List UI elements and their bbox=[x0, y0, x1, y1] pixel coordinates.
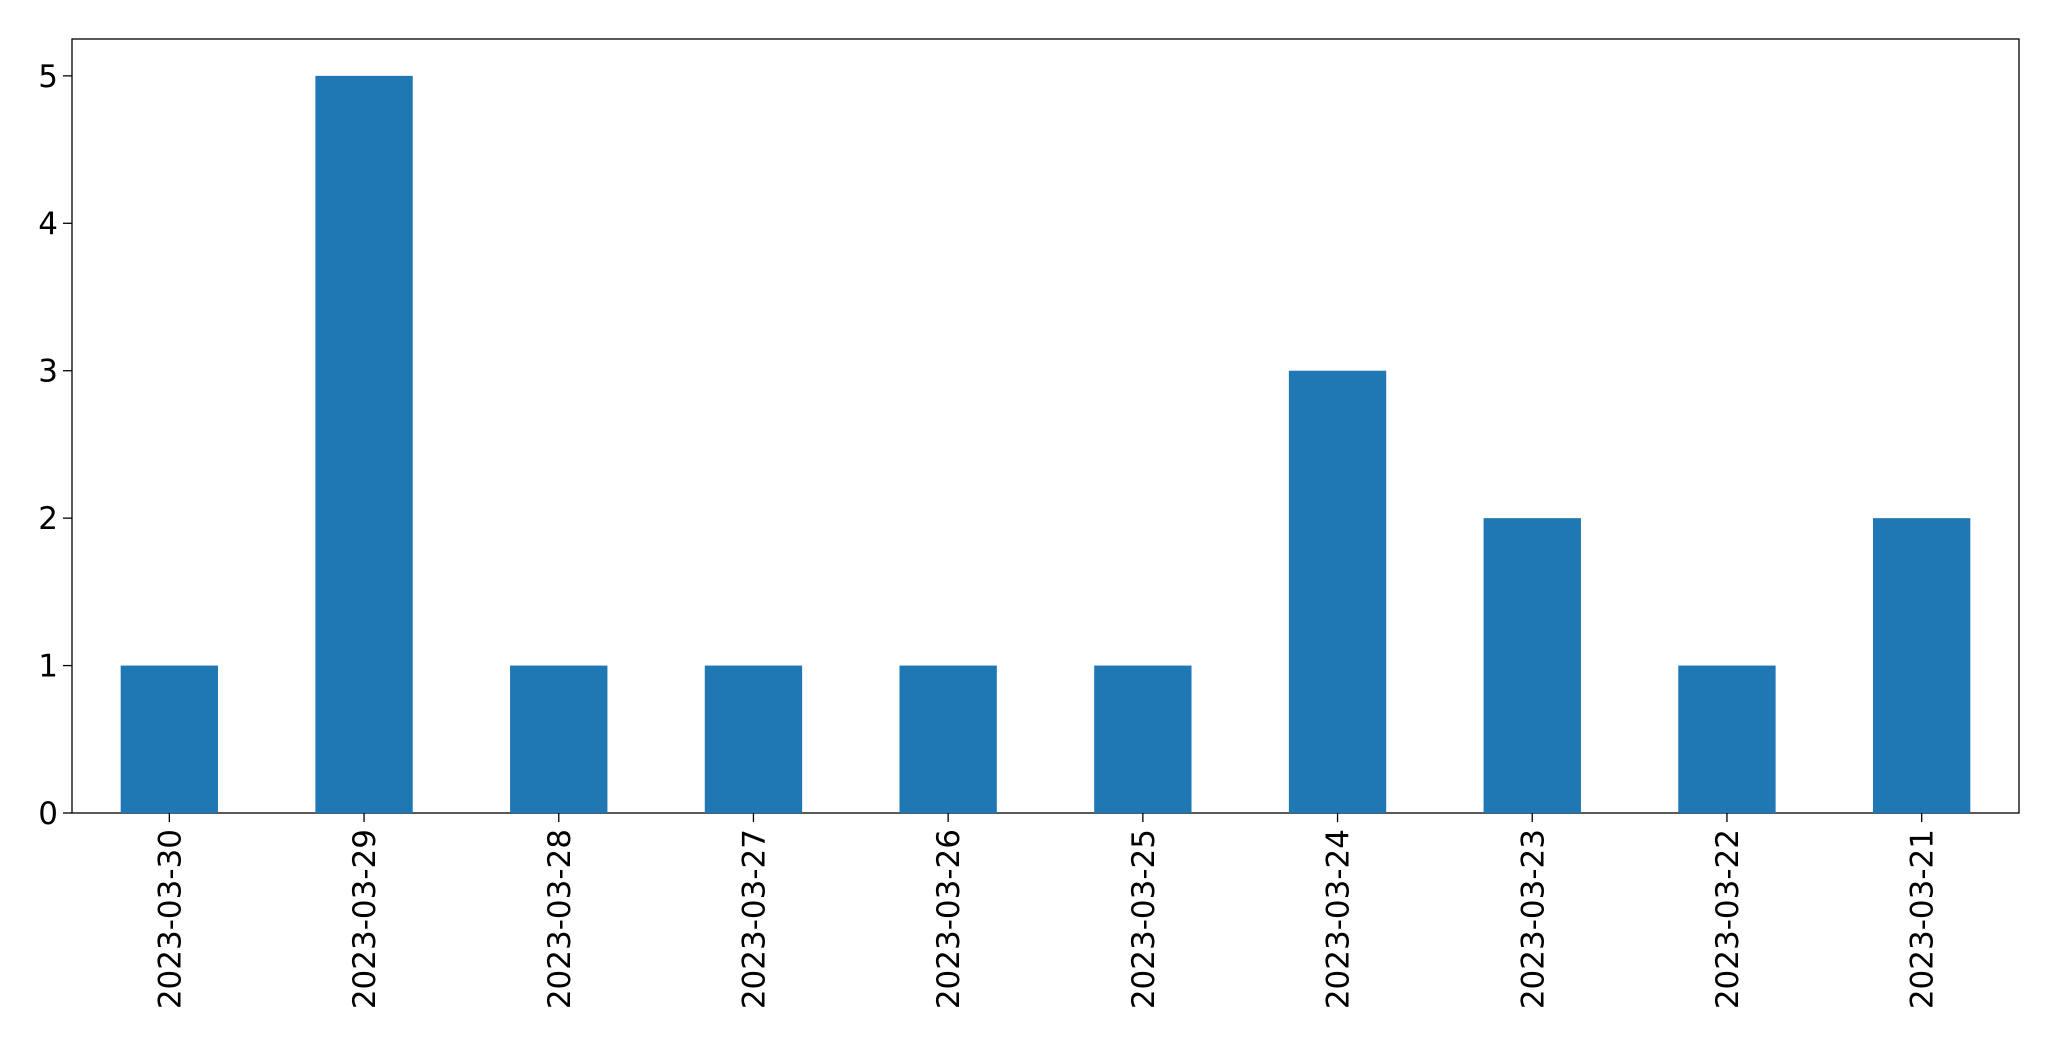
bar bbox=[704, 665, 803, 813]
x-tick-label: 2023-03-24 bbox=[1321, 829, 1357, 1009]
y-tick-label: 0 bbox=[38, 796, 58, 832]
x-tick-label: 2023-03-27 bbox=[736, 829, 772, 1009]
y-tick-label: 3 bbox=[38, 354, 58, 390]
bar bbox=[120, 665, 219, 813]
bar bbox=[899, 665, 997, 813]
plot-frame bbox=[71, 38, 2020, 814]
x-tick-label: 2023-03-28 bbox=[542, 829, 578, 1009]
y-tick-label: 5 bbox=[38, 59, 58, 95]
x-tick-label: 2023-03-25 bbox=[1126, 829, 1162, 1009]
x-tick-label: 2023-03-22 bbox=[1710, 829, 1746, 1009]
bar bbox=[1483, 518, 1581, 813]
bar bbox=[1678, 665, 1776, 813]
x-tick-label: 2023-03-26 bbox=[931, 829, 967, 1009]
y-tick-label: 4 bbox=[38, 206, 58, 242]
bar bbox=[1094, 665, 1192, 813]
x-tick-label: 2023-03-30 bbox=[152, 829, 188, 1009]
bar bbox=[510, 665, 608, 813]
y-tick-label: 1 bbox=[38, 649, 58, 685]
bar bbox=[315, 75, 413, 814]
x-tick-label: 2023-03-23 bbox=[1515, 829, 1551, 1009]
bar bbox=[1288, 370, 1387, 813]
x-tick-label: 2023-03-29 bbox=[347, 829, 383, 1009]
x-tick-label: 2023-03-21 bbox=[1905, 829, 1941, 1009]
y-tick-label: 2 bbox=[38, 501, 58, 537]
bar bbox=[1872, 518, 1971, 813]
